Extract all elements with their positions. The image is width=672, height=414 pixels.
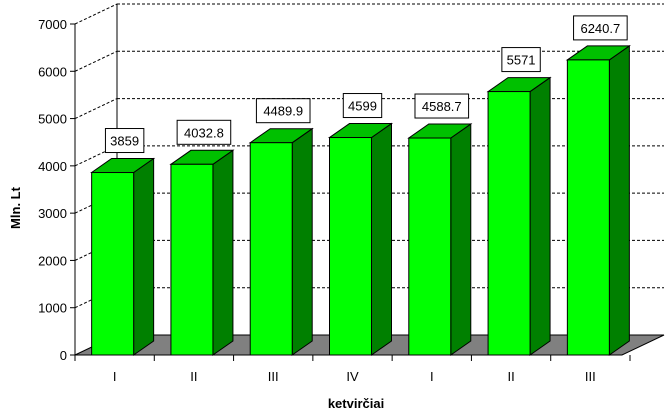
data-label-box <box>176 119 232 145</box>
bar-front <box>566 59 610 356</box>
data-label: 6240.7 <box>573 15 628 41</box>
y-tick-label: 4000 <box>38 159 67 174</box>
gridline-diagonal <box>74 192 118 214</box>
bar-side <box>371 122 392 356</box>
bar-side <box>291 127 313 356</box>
y-axis: 0 1000 2000 3000 4000 5000 6000 7000 <box>38 17 76 363</box>
bar <box>565 44 631 356</box>
data-label: 4599 <box>342 93 383 119</box>
y-tick-label: 0 <box>60 348 67 363</box>
bar <box>407 123 473 356</box>
data-label-box <box>501 47 541 73</box>
x-axis-title: ketvirčiai <box>328 396 384 411</box>
y-axis-title: Mln. Lt <box>8 186 23 229</box>
data-labels: 3859 4032.8 4489.9 4599 4588.7 5571 6240.7 <box>104 15 628 154</box>
bars <box>90 44 631 356</box>
data-label-box <box>573 15 628 41</box>
bar-front <box>408 137 452 356</box>
x-tick-label: II <box>190 369 197 384</box>
data-label: 4032.8 <box>176 119 232 145</box>
data-label-box <box>342 93 383 119</box>
data-label-text: 3859 <box>110 134 139 149</box>
bar <box>90 157 156 356</box>
bar-front <box>487 91 531 356</box>
gridline-diagonal <box>74 50 118 72</box>
x-tick-label: I <box>113 369 117 384</box>
bar-front <box>91 172 135 356</box>
bar-side <box>529 76 551 356</box>
y-tick-label: 6000 <box>38 64 67 79</box>
data-label-box <box>414 93 470 119</box>
data-label-text: 4599 <box>348 99 377 114</box>
bar <box>327 122 394 356</box>
bar <box>248 127 314 356</box>
x-axis: I II III IV I II III <box>74 354 631 384</box>
bar-side <box>133 157 155 356</box>
data-label: 5571 <box>501 47 541 73</box>
bar <box>169 149 235 356</box>
data-label-text: 5571 <box>507 53 536 68</box>
y-tick-label: 2000 <box>38 253 67 268</box>
y-tick-label: 3000 <box>38 206 67 221</box>
data-label-text: 4588.7 <box>422 99 462 114</box>
gridline-diagonal <box>74 239 118 261</box>
y-tick-label: 5000 <box>38 112 67 127</box>
gridline-diagonal <box>74 3 118 25</box>
y-tick-label: 1000 <box>38 301 67 316</box>
gridline-diagonal <box>74 145 118 167</box>
data-label-box <box>255 98 311 124</box>
bar-side <box>450 123 472 356</box>
data-label: 3859 <box>104 128 145 154</box>
bar-side <box>212 149 234 356</box>
bar-side <box>608 44 630 356</box>
bar-front <box>249 142 293 356</box>
gridline-diagonal <box>74 287 118 309</box>
data-label-text: 6240.7 <box>580 21 620 36</box>
gridline-diagonal <box>74 98 118 120</box>
data-label-text: 4032.8 <box>184 125 224 140</box>
x-tick-label: III <box>585 369 596 384</box>
x-tick-label: IV <box>346 369 359 384</box>
x-tick-label: II <box>507 369 514 384</box>
data-label: 4588.7 <box>414 93 470 119</box>
bar-front <box>329 137 372 356</box>
bar-front <box>170 163 214 356</box>
x-tick-label: III <box>268 369 279 384</box>
data-label-box <box>104 128 145 154</box>
bar <box>486 76 552 356</box>
y-tick-label: 7000 <box>38 17 67 32</box>
data-label: 4489.9 <box>255 98 311 124</box>
data-label-text: 4489.9 <box>263 104 303 119</box>
x-tick-label: I <box>430 369 434 384</box>
